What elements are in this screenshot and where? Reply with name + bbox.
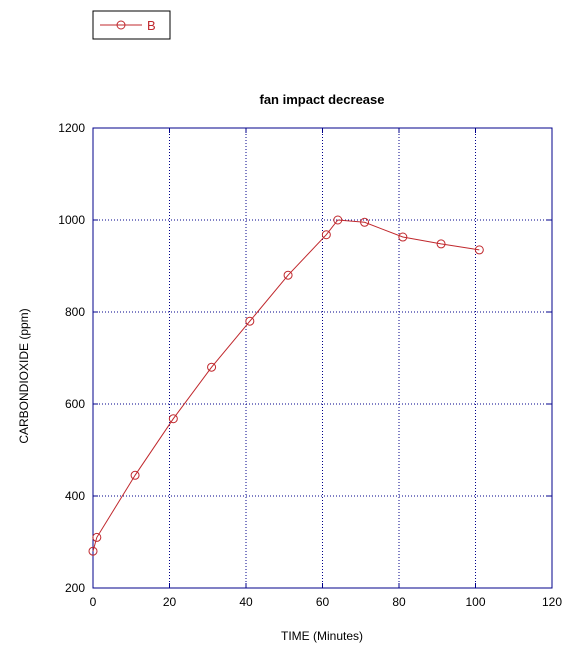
x-tick-label: 40	[239, 595, 253, 609]
data-point	[333, 215, 343, 225]
data-point	[474, 245, 484, 255]
chart-title: fan impact decrease	[259, 92, 384, 107]
data-point	[245, 316, 255, 326]
data-point	[207, 362, 217, 372]
y-tick-label: 800	[65, 305, 85, 319]
x-tick-label: 100	[465, 595, 485, 609]
data-point	[168, 414, 178, 424]
series-layer	[88, 215, 484, 556]
data-point	[436, 239, 446, 249]
y-tick-label: 600	[65, 397, 85, 411]
x-axis-title: TIME (Minutes)	[281, 629, 363, 643]
data-point	[88, 546, 98, 556]
x-tick-label: 20	[163, 595, 177, 609]
y-tick-label: 200	[65, 581, 85, 595]
legend: B	[92, 10, 171, 40]
y-tick-label: 400	[65, 489, 85, 503]
y-tick-label: 1200	[58, 121, 85, 135]
data-point	[130, 470, 140, 480]
y-tick-label: 1000	[58, 213, 85, 227]
y-tick-labels: 200 400 600 800 1000 1200	[58, 121, 85, 595]
data-point	[321, 230, 331, 240]
data-point	[283, 270, 293, 280]
gridlines	[93, 128, 552, 588]
data-point	[360, 217, 370, 227]
y-axis-title: CARBONDIOXIDE (ppm)	[17, 308, 31, 443]
x-tick-label: 120	[542, 595, 562, 609]
legend-label-b: B	[147, 18, 156, 33]
series-line-b	[92, 219, 480, 552]
legend-marker	[116, 20, 126, 30]
tick-marks	[92, 127, 553, 589]
x-tick-label: 80	[392, 595, 406, 609]
data-point	[92, 532, 102, 542]
x-tick-label: 0	[90, 595, 97, 609]
x-tick-label: 60	[316, 595, 330, 609]
data-point	[398, 232, 408, 242]
x-tick-labels: 0 20 40 60 80 100 120	[90, 595, 563, 609]
